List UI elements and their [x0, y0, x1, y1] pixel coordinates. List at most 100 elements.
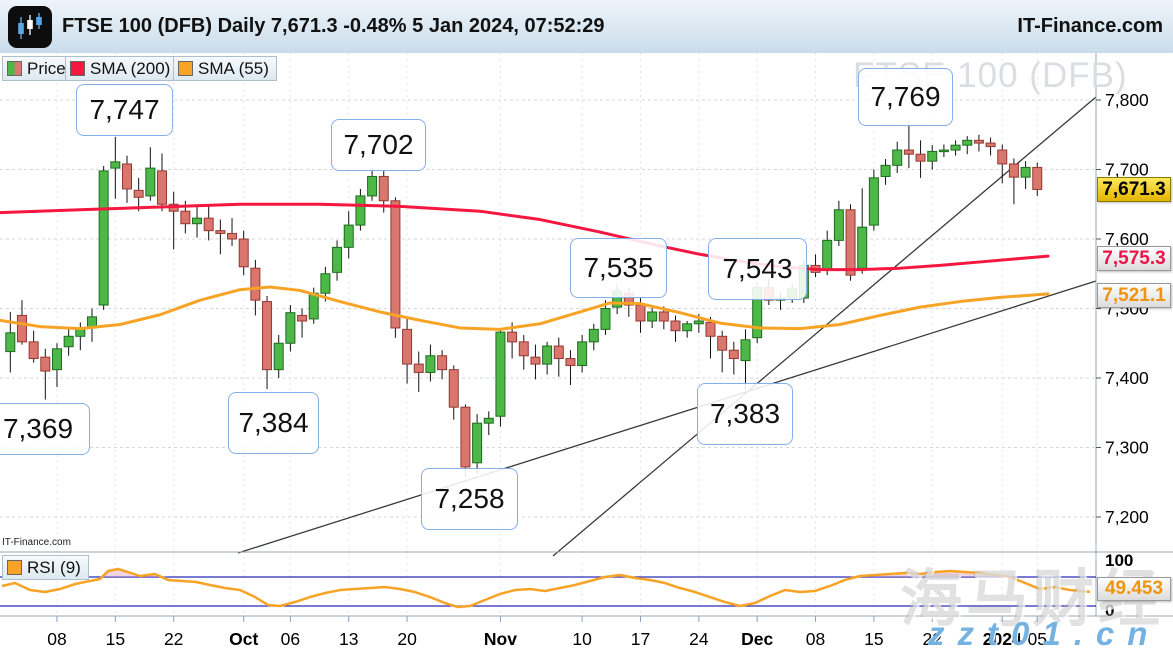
candle-body: [28, 341, 39, 360]
x-tick-label: 24: [689, 629, 709, 649]
candle-body: [833, 209, 844, 241]
candle-body: [110, 161, 121, 169]
x-tick-label: 22: [164, 629, 183, 649]
candle-body: [367, 175, 378, 197]
candle-body: [332, 246, 343, 273]
x-tick-label: 08: [806, 629, 825, 649]
candle-body: [343, 224, 354, 248]
candle-body: [273, 342, 284, 371]
y-tick-label: 7,400: [1105, 368, 1149, 388]
candle-body: [51, 348, 62, 371]
candlestick-logo-icon[interactable]: [8, 5, 52, 48]
candle-body: [577, 341, 588, 366]
candle-body: [483, 417, 494, 424]
candle-body: [308, 292, 319, 320]
candle-body: [728, 349, 739, 360]
last-price-label: 7,671.3: [1097, 177, 1171, 202]
sma55-swatch-icon: [178, 61, 193, 76]
candle-body: [740, 339, 751, 362]
candle-body: [997, 149, 1008, 165]
price-swatch-icon: [7, 61, 22, 76]
x-tick-label: 08: [47, 629, 66, 649]
candle-body: [1020, 166, 1031, 178]
legend-price-label: Price: [27, 58, 66, 78]
candle-body: [518, 341, 529, 357]
candle-body: [40, 356, 51, 372]
price-annotation: 7,384: [228, 392, 319, 454]
price-annotation: 7,258: [421, 468, 518, 530]
candle-body: [133, 189, 144, 198]
candle-body: [530, 356, 541, 365]
candle-body: [122, 163, 132, 190]
x-tick-label: 15: [864, 629, 883, 649]
brand-link[interactable]: IT-Finance.com: [1017, 15, 1163, 37]
candle-body: [5, 332, 16, 353]
candle-body: [215, 230, 226, 234]
candle-body: [565, 358, 576, 366]
rsi-swatch-icon: [7, 560, 22, 575]
legend-sma200-label: SMA (200): [90, 58, 171, 78]
candle-body: [868, 177, 879, 226]
candle-body: [553, 345, 564, 360]
page-title: FTSE 100 (DFB) Daily 7,671.3 -0.48% 5 Ja…: [62, 15, 605, 37]
x-tick-label: Dec: [741, 629, 773, 649]
price-annotation: 7,769: [858, 68, 953, 126]
candle-body: [915, 153, 926, 162]
candle-body: [973, 139, 984, 144]
candle-body: [693, 320, 704, 325]
candle-body: [238, 238, 249, 268]
candle-body: [495, 331, 506, 417]
x-tick-label: 22: [922, 629, 941, 649]
legend-price-chip[interactable]: Price: [2, 56, 74, 81]
candle-body: [845, 209, 856, 276]
candle-body: [297, 314, 308, 322]
candle-body: [927, 150, 938, 162]
chart-footer-brand: IT-Finance.com: [2, 537, 71, 548]
candle-body: [1008, 163, 1019, 178]
candle-body: [472, 422, 483, 464]
legend-sma55-chip[interactable]: SMA (55): [173, 56, 277, 81]
candle-body: [670, 320, 681, 332]
candle-body: [985, 142, 996, 148]
legend-rsi-chip[interactable]: RSI (9): [2, 555, 89, 580]
x-tick-label: 17: [631, 629, 650, 649]
legend-sma200-chip[interactable]: SMA (200): [65, 56, 179, 81]
sma200-price-label: 7,575.3: [1097, 246, 1171, 271]
candle-body: [192, 217, 203, 225]
candle-body: [262, 301, 273, 371]
candle-body: [647, 311, 658, 322]
candle-body: [822, 239, 833, 271]
site-watermark: zzt01.cn: [928, 615, 1161, 652]
candle-body: [425, 355, 436, 373]
rsi-axis-top-label: 100: [1105, 551, 1133, 570]
x-tick-label: 06: [281, 629, 300, 649]
sma55-line: [0, 285, 1050, 331]
candle-body: [880, 164, 891, 177]
candle-body: [390, 200, 401, 329]
y-tick-label: 7,300: [1105, 438, 1149, 458]
price-annotation: 7,543: [708, 238, 807, 300]
trend-line: [237, 280, 1097, 554]
sma200-swatch-icon: [70, 61, 85, 76]
candle-body: [227, 232, 238, 240]
y-tick-label: 7,800: [1105, 90, 1149, 110]
y-tick-label: 7,200: [1105, 507, 1149, 527]
candle-body: [180, 210, 191, 225]
rsi-axis-bottom-label: 0: [1105, 601, 1114, 620]
candle-body: [285, 312, 296, 344]
candle-body: [507, 331, 518, 343]
price-annotation: 7,369: [0, 403, 90, 455]
candle-body: [250, 267, 261, 301]
candle-body: [717, 335, 728, 351]
x-tick-label: 05: [1028, 629, 1047, 649]
price-annotation: 7,535: [570, 238, 667, 298]
candle-body: [448, 369, 459, 408]
sma200-line: [0, 202, 1050, 272]
candle-body: [588, 328, 599, 343]
x-tick-label: Nov: [484, 629, 517, 649]
y-tick-label: 7,700: [1105, 160, 1149, 180]
rsi-overbought-fill: [2, 569, 1090, 577]
candle-body: [203, 217, 214, 232]
